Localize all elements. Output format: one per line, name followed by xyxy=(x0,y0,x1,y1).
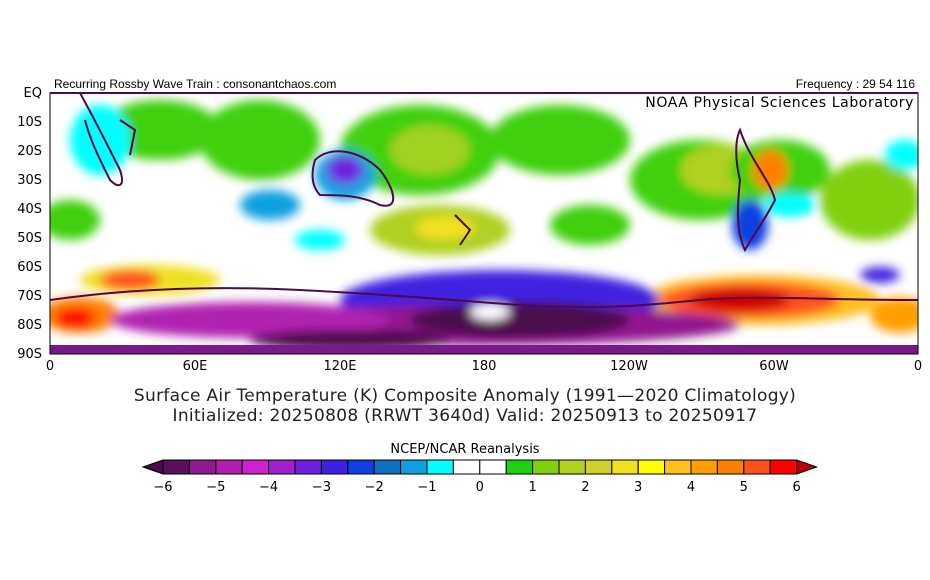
lat-label: 90S xyxy=(17,347,42,362)
colorbar-tick-label: 4 xyxy=(686,480,696,495)
lat-label: 20S xyxy=(17,144,42,159)
colorbar-swatch xyxy=(690,459,718,475)
colorbar-tick-label: −6 xyxy=(153,480,173,495)
colorbar-swatch xyxy=(584,459,613,475)
colorbar-tick-label: −1 xyxy=(417,480,437,495)
colorbar-label: NCEP/NCAR Reanalysis xyxy=(390,442,540,457)
colorbar-swatch xyxy=(320,459,349,475)
map-title: Surface Air Temperature (K) Composite An… xyxy=(133,386,797,406)
lat-label: EQ xyxy=(23,86,42,101)
colorbar-under-triangle xyxy=(141,459,164,475)
source-credit: Recurring Rossby Wave Train : consonantc… xyxy=(54,77,337,91)
colorbar xyxy=(141,459,819,475)
lon-label: 60E xyxy=(182,359,208,374)
colorbar-tick-label: −2 xyxy=(364,480,384,495)
colorbar-swatch xyxy=(268,459,296,475)
colorbar-swatch xyxy=(769,459,798,475)
colorbar-swatch xyxy=(241,459,270,475)
colorbar-swatch xyxy=(558,459,586,475)
colorbar-swatch xyxy=(479,459,507,475)
lat-label: 10S xyxy=(17,115,42,130)
colorbar-swatch xyxy=(505,459,534,475)
colorbar-swatch xyxy=(215,459,243,475)
lon-label: 120W xyxy=(610,359,648,374)
colorbar-tick-label: 2 xyxy=(581,480,590,495)
lat-label: 70S xyxy=(17,289,42,304)
lat-label: 50S xyxy=(17,231,42,246)
colorbar-swatch xyxy=(373,459,402,475)
colorbar-tick-label: 6 xyxy=(792,480,801,495)
colorbar-swatch xyxy=(426,459,454,475)
colorbar-swatch xyxy=(347,459,375,475)
colorbar-swatch xyxy=(162,459,190,475)
lon-label: 0 xyxy=(45,359,55,374)
colorbar-swatch xyxy=(400,459,428,475)
colorbar-swatch xyxy=(664,459,692,475)
coastlines xyxy=(50,93,918,309)
colorbar-swatch xyxy=(716,459,745,475)
colorbar-tick-label: 5 xyxy=(739,480,748,495)
colorbar-over-triangle xyxy=(796,459,819,475)
colorbar-swatch xyxy=(743,459,771,475)
lat-label: 80S xyxy=(17,318,42,333)
colorbar-swatch xyxy=(532,459,560,475)
anomaly-field xyxy=(50,93,918,354)
colorbar-tick-label: −5 xyxy=(206,480,226,495)
colorbar-tick-label: 3 xyxy=(634,480,643,495)
colorbar-swatch xyxy=(611,459,639,475)
lat-label: 40S xyxy=(17,202,42,217)
colorbar-swatch xyxy=(188,459,217,475)
lab-label: NOAA Physical Sciences Laboratory xyxy=(645,95,914,111)
colorbar-tick-label: −3 xyxy=(311,480,331,495)
map-subtitle: Initialized: 20250808 (RRWT 3640d) Valid… xyxy=(172,406,758,426)
colorbar-tick-label: −4 xyxy=(259,480,279,495)
frequency-label: Frequency : 29 54 116 xyxy=(795,77,915,91)
colorbar-swatch xyxy=(637,459,666,475)
colorbar-tick-label: 0 xyxy=(475,480,484,495)
lon-label: 120E xyxy=(323,359,357,374)
colorbar-swatch xyxy=(452,459,481,475)
lon-label: 180 xyxy=(471,359,497,374)
lon-label: 0 xyxy=(913,359,923,374)
lat-label: 30S xyxy=(17,173,42,188)
colorbar-tick-label: 1 xyxy=(528,480,537,495)
colorbar-swatch xyxy=(294,459,322,475)
lat-label: 60S xyxy=(17,260,42,275)
lon-label: 60W xyxy=(759,359,789,374)
